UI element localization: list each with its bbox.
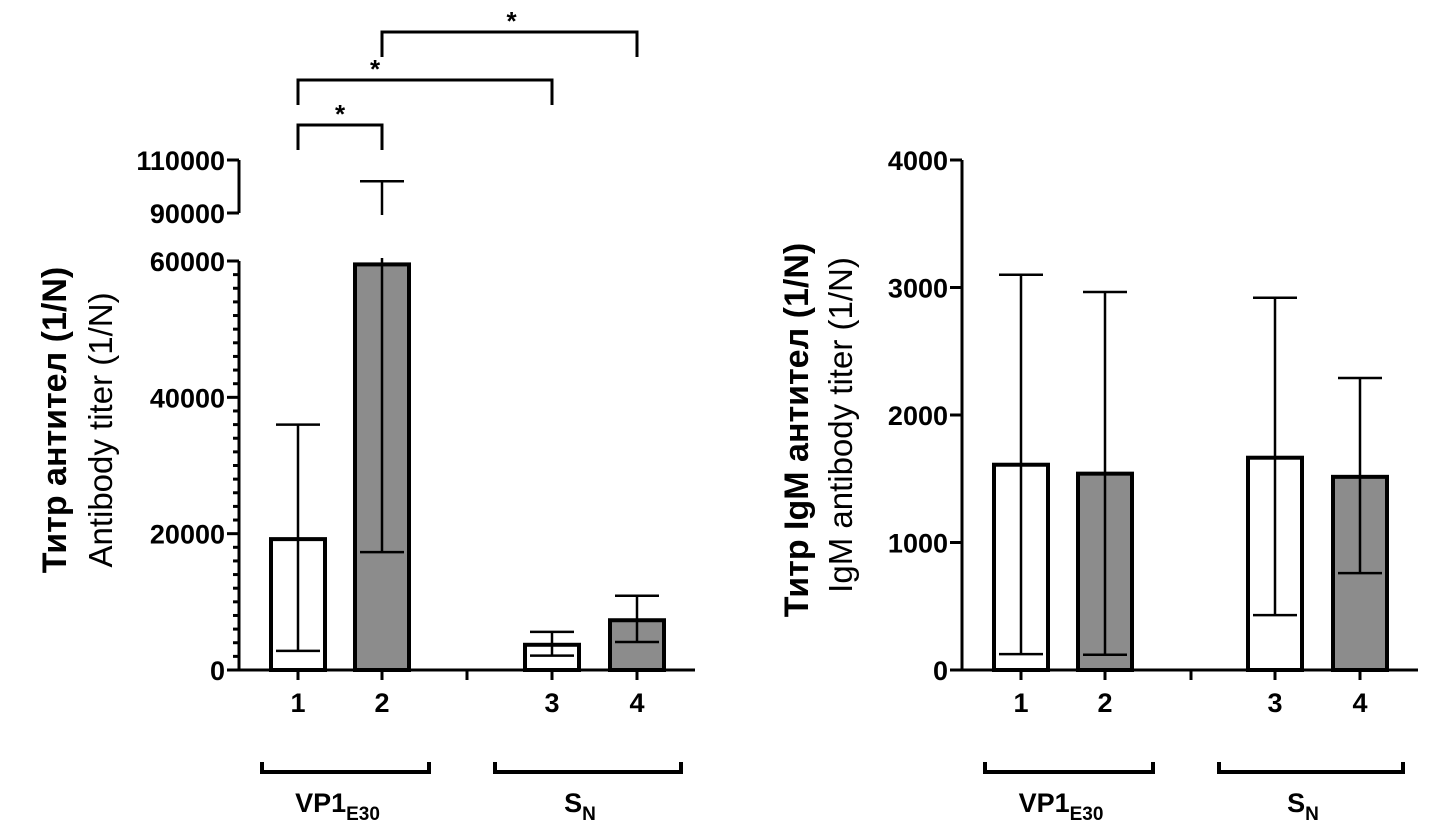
chart-igm-antibody-titer: Титр IgM антител (1/N) IgM antibody tite…: [778, 146, 1418, 825]
bracket-line: [296, 78, 554, 105]
group-bracket-vp1: VP1E30: [260, 762, 431, 825]
x-tick-label: 1: [290, 688, 305, 718]
x-tick-label: 3: [1267, 688, 1282, 718]
significance-bracket-1-3: *: [296, 54, 554, 105]
group-bracket-vp1: VP1E30: [983, 762, 1155, 825]
group-label-main: VP1: [1019, 788, 1070, 818]
y-axis-title-en: IgM antibody titer (1/N): [822, 257, 859, 593]
group-label-subscript: E30: [1070, 804, 1104, 825]
bar-group-4: 4: [1331, 376, 1389, 718]
bracket-line: [296, 123, 384, 150]
significance-star: *: [370, 54, 381, 84]
group-label-subscript: E30: [346, 804, 380, 825]
group-bracket-line: [493, 762, 683, 774]
significance-star: *: [335, 99, 346, 129]
group-bracket-line: [1217, 762, 1405, 774]
bar-group-1: 1: [269, 423, 327, 718]
y-tick-label: 0: [210, 656, 225, 686]
y-tick-label: 0: [933, 656, 948, 686]
x-tick-label: 3: [544, 688, 559, 718]
y-tick-label: 1000: [888, 529, 948, 559]
group-bracket-line: [260, 762, 431, 774]
group-bracket-s: SN: [493, 762, 683, 825]
significance-brackets: * * *: [296, 6, 639, 150]
y-tick-label: 40000: [150, 383, 225, 413]
significance-bracket-1-2: *: [296, 99, 384, 150]
y-tick-label: 3000: [888, 274, 948, 304]
y-tick-label: 2000: [888, 401, 948, 431]
group-bracket-s: SN: [1217, 762, 1405, 825]
group-label-main: VP1: [295, 788, 346, 818]
bar-group-1: 1: [992, 273, 1050, 718]
axes: 0 20000 40000 60000 90000 110000: [136, 146, 695, 686]
bars: 1 2 3 4: [269, 179, 666, 718]
y-tick-label: 110000: [136, 146, 225, 176]
group-label: SN: [1287, 788, 1319, 825]
y-tick-label: 20000: [150, 520, 225, 550]
y-tick-label: 60000: [150, 247, 225, 277]
group-label: SN: [564, 788, 596, 825]
group-brackets: VP1E30 SN: [983, 762, 1405, 825]
group-label: VP1E30: [295, 788, 380, 825]
group-label-subscript: N: [582, 804, 596, 825]
bar-group-4: 4: [608, 594, 666, 718]
x-tick-label: 1: [1013, 688, 1028, 718]
x-tick-label: 4: [1352, 688, 1367, 718]
y-tick-label: 90000: [150, 199, 225, 229]
bars: 1 2 3 4: [992, 273, 1389, 718]
bar-group-3: 3: [1246, 296, 1304, 718]
y-axis-title-en: Antibody titer (1/N): [82, 292, 119, 567]
group-label-main: S: [564, 788, 582, 818]
group-label-main: S: [1287, 788, 1305, 818]
significance-bracket-2-4: *: [380, 6, 639, 57]
bar-group-2: 2: [1076, 290, 1134, 718]
bar-group-2: 2: [353, 179, 411, 718]
group-brackets: VP1E30 SN: [260, 762, 683, 825]
x-tick-label: 2: [1097, 688, 1112, 718]
group-label-subscript: N: [1305, 804, 1319, 825]
y-tick-label: 4000: [888, 146, 948, 176]
bracket-line: [380, 30, 639, 57]
y-axis-title-ru: Титр антител (1/N): [36, 267, 74, 573]
y-axis-title-ru: Титр IgM антител (1/N): [778, 243, 816, 617]
group-label: VP1E30: [1019, 788, 1104, 825]
group-bracket-line: [983, 762, 1155, 774]
x-tick-label: 4: [629, 688, 644, 718]
chart-total-antibody-titer: Титр антител (1/N) Antibody titer (1/N) …: [36, 6, 695, 825]
bar-group-3: 3: [523, 630, 581, 718]
x-tick-label: 2: [374, 688, 389, 718]
significance-star: *: [506, 6, 517, 36]
